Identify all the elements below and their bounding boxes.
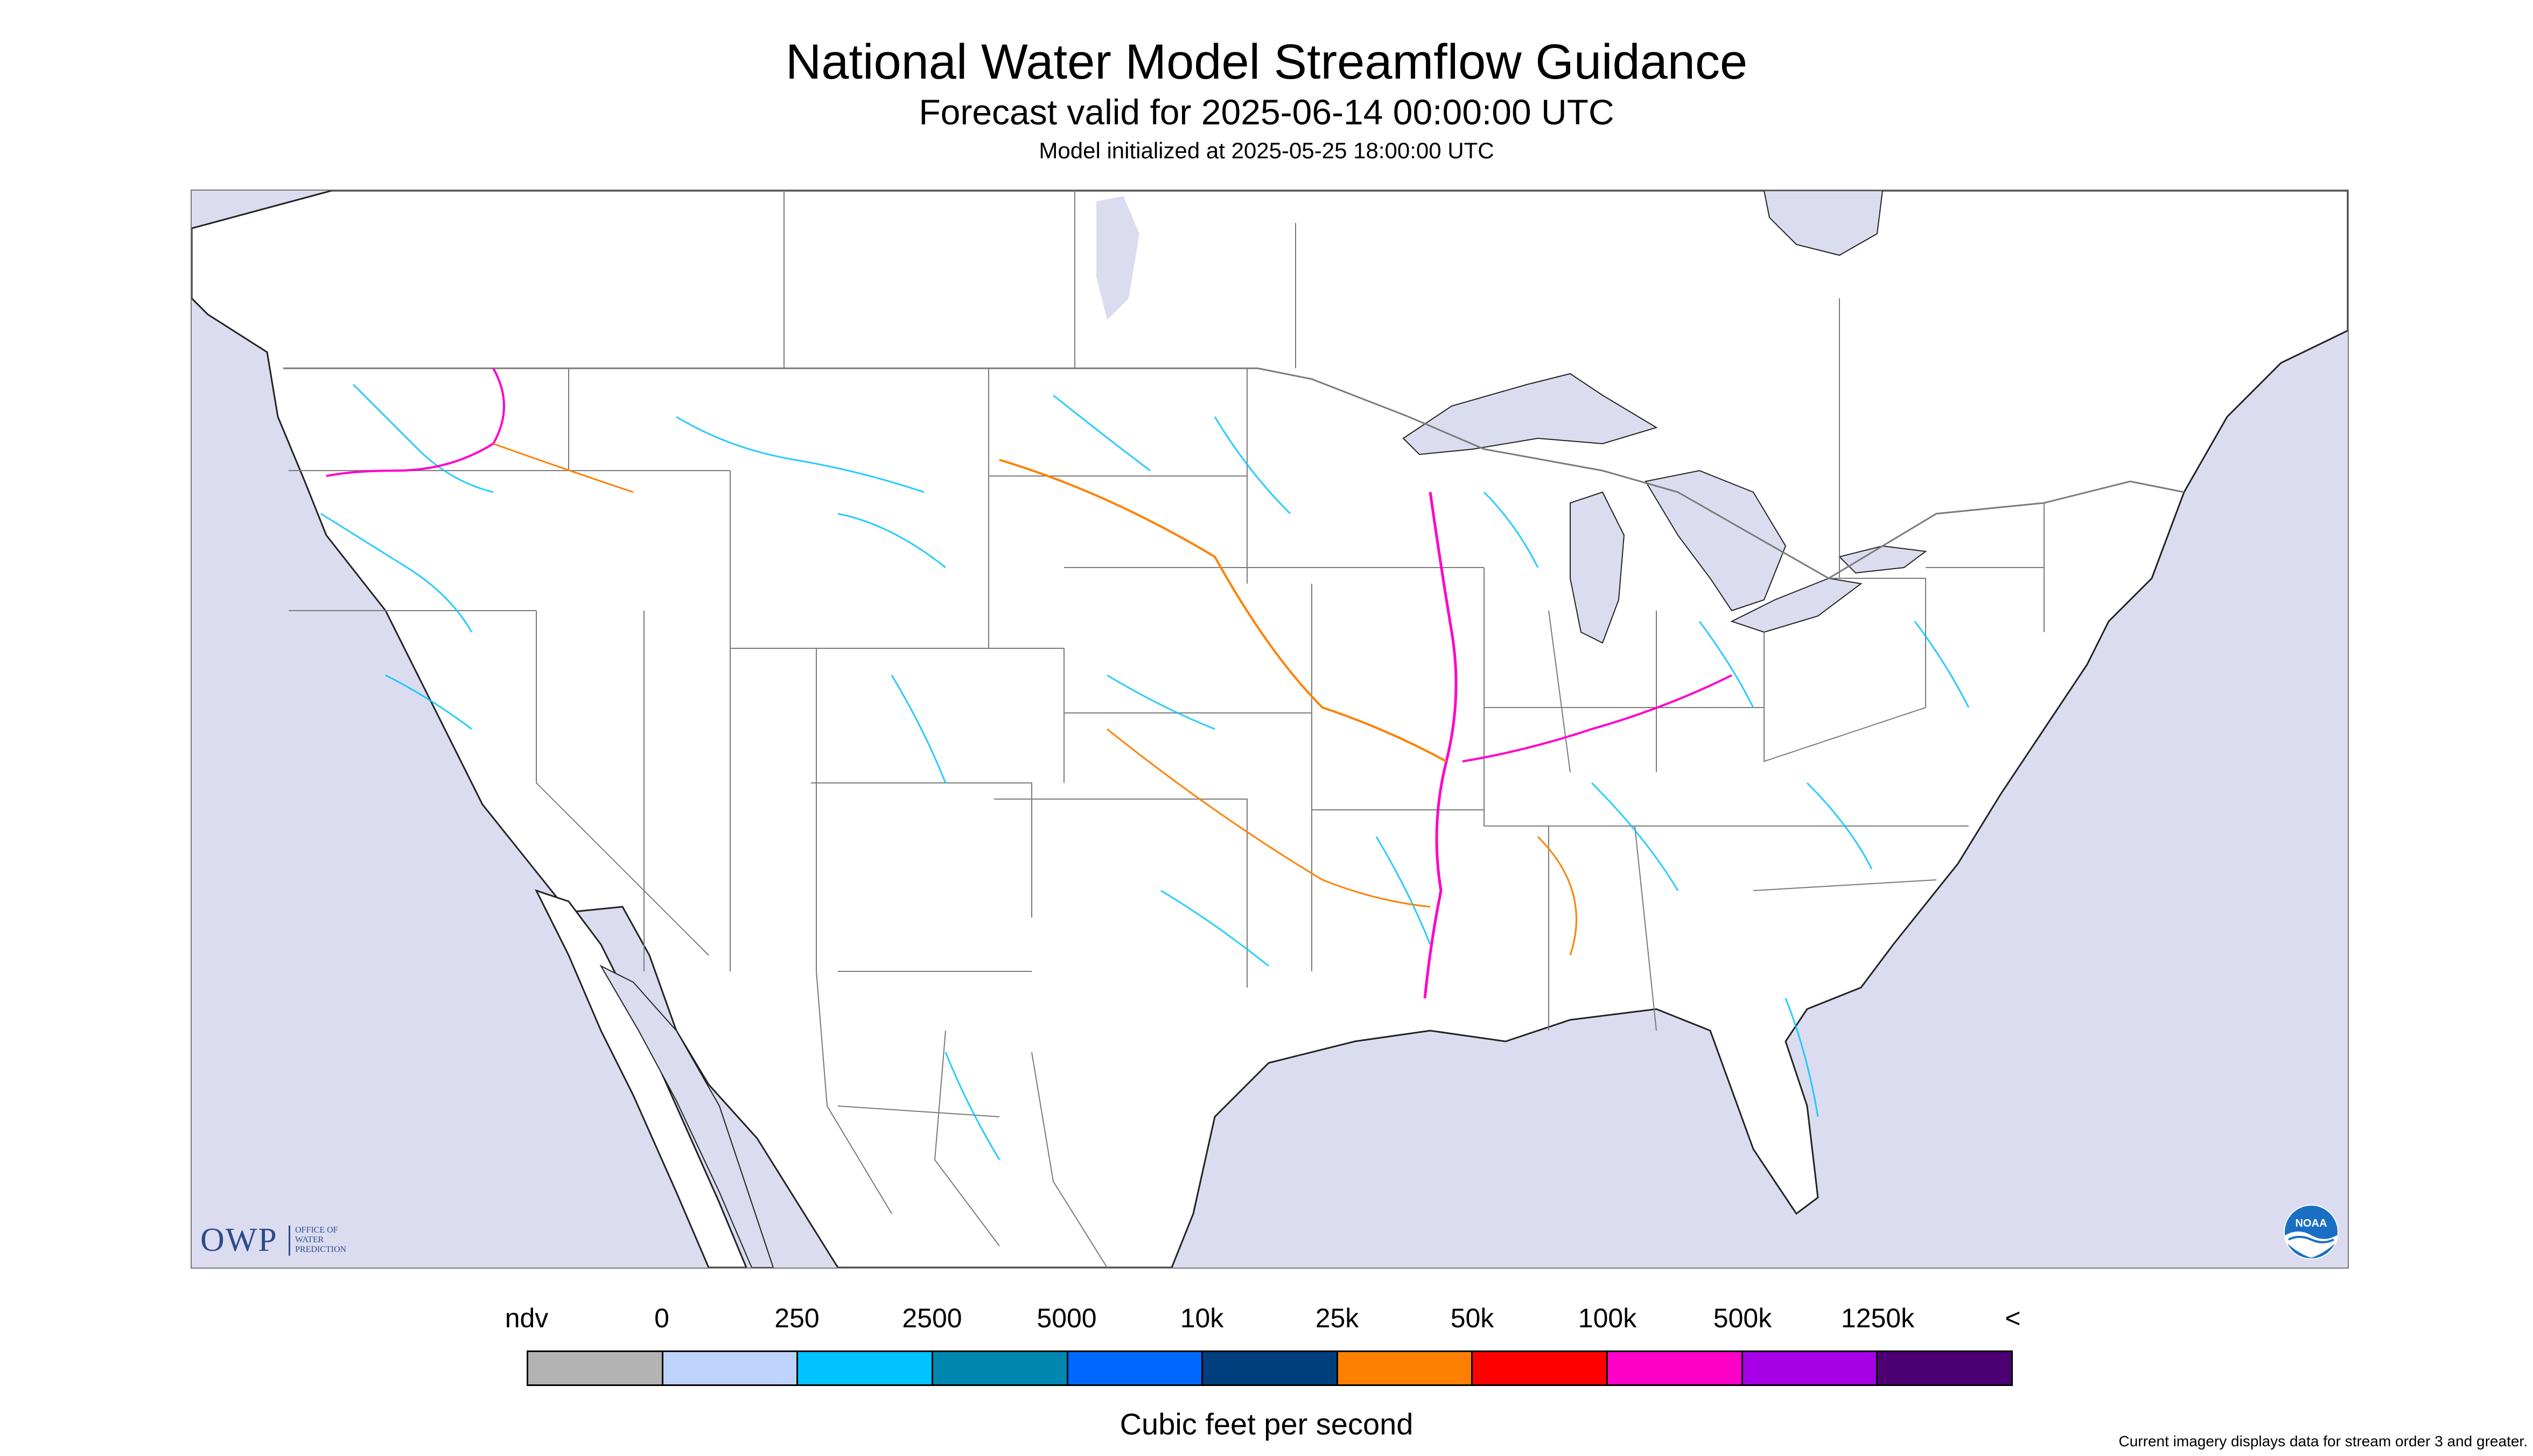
legend-label: 50k [1450, 1303, 1494, 1333]
owp-logo-subtext: OFFICE OF WATER PREDICTION [295, 1226, 347, 1254]
snake-river [493, 443, 634, 493]
legend-label: 1250k [1841, 1303, 1915, 1333]
lake-ontario [1838, 545, 1927, 574]
legend-swatch [663, 1352, 799, 1384]
legend-label: 2500 [902, 1303, 962, 1333]
stream-order-footnote: Current imagery displays data for stream… [2118, 1433, 2528, 1450]
map-canvas [192, 191, 2348, 1268]
legend-label: 100k [1578, 1303, 1637, 1333]
legend-label: < [2005, 1303, 2021, 1333]
owp-logo-text: OWP [200, 1222, 278, 1258]
ohio-river [1462, 674, 1732, 762]
color-legend-bar [527, 1350, 2013, 1386]
legend-label: 5000 [1037, 1303, 1097, 1333]
lake-huron [1645, 470, 1787, 612]
lake-michigan [1570, 491, 1625, 644]
legend-swatch [933, 1352, 1068, 1384]
legend-swatch [798, 1352, 933, 1384]
noaa-logo-text: NOAA [2296, 1217, 2327, 1229]
mexico-state-lines [816, 971, 1108, 1268]
legend-swatch [1203, 1352, 1338, 1384]
gulf-of-california [599, 964, 774, 1268]
legend-units: Cubic feet per second [1119, 1407, 1414, 1441]
state-borders [289, 368, 2045, 1031]
legend-swatch [1338, 1352, 1473, 1384]
lake-superior [1402, 373, 1658, 456]
legend-swatch [1473, 1352, 1608, 1384]
columbia-river [326, 368, 505, 477]
lake-winnipeg [1096, 196, 1139, 320]
legend-swatch [1878, 1352, 2012, 1384]
tennessee-river [1537, 836, 1577, 956]
legend-label: 250 [774, 1303, 820, 1333]
legend-label: 0 [654, 1303, 669, 1333]
forecast-valid-time: Forecast valid for 2025-06-14 00:00:00 U… [919, 92, 1614, 132]
legend-label: 500k [1713, 1303, 1772, 1333]
owp-logo: OWP OFFICE OF WATER PREDICTION [200, 1222, 383, 1258]
legend-swatch [528, 1352, 663, 1384]
legend-swatch [1068, 1352, 1203, 1384]
legend-labels: ndv 0 250 2500 5000 10k 25k 50k 100k 500… [0, 1302, 2533, 1340]
map-title: National Water Model Streamflow Guidance [785, 34, 1748, 89]
legend-label: ndv [505, 1303, 549, 1333]
owp-logo-separator [289, 1226, 290, 1256]
baja-california [535, 889, 747, 1268]
legend-swatch [1743, 1352, 1878, 1384]
hudson-bay [1763, 191, 1884, 256]
legend-label: 10k [1180, 1303, 1224, 1333]
missouri-river [999, 459, 1447, 762]
river-network-low-flow [320, 383, 1970, 1160]
streamflow-map[interactable] [191, 190, 2349, 1269]
arkansas-river [1107, 728, 1431, 908]
land-mass [192, 191, 2348, 1268]
noaa-logo: NOAA [2284, 1205, 2339, 1259]
legend-swatch [1608, 1352, 1743, 1384]
model-init-time: Model initialized at 2025-05-25 18:00:00… [1039, 138, 1494, 163]
canadian-province-lines [783, 191, 1840, 578]
legend-label: 25k [1315, 1303, 1359, 1333]
us-canada-border [283, 367, 2185, 579]
